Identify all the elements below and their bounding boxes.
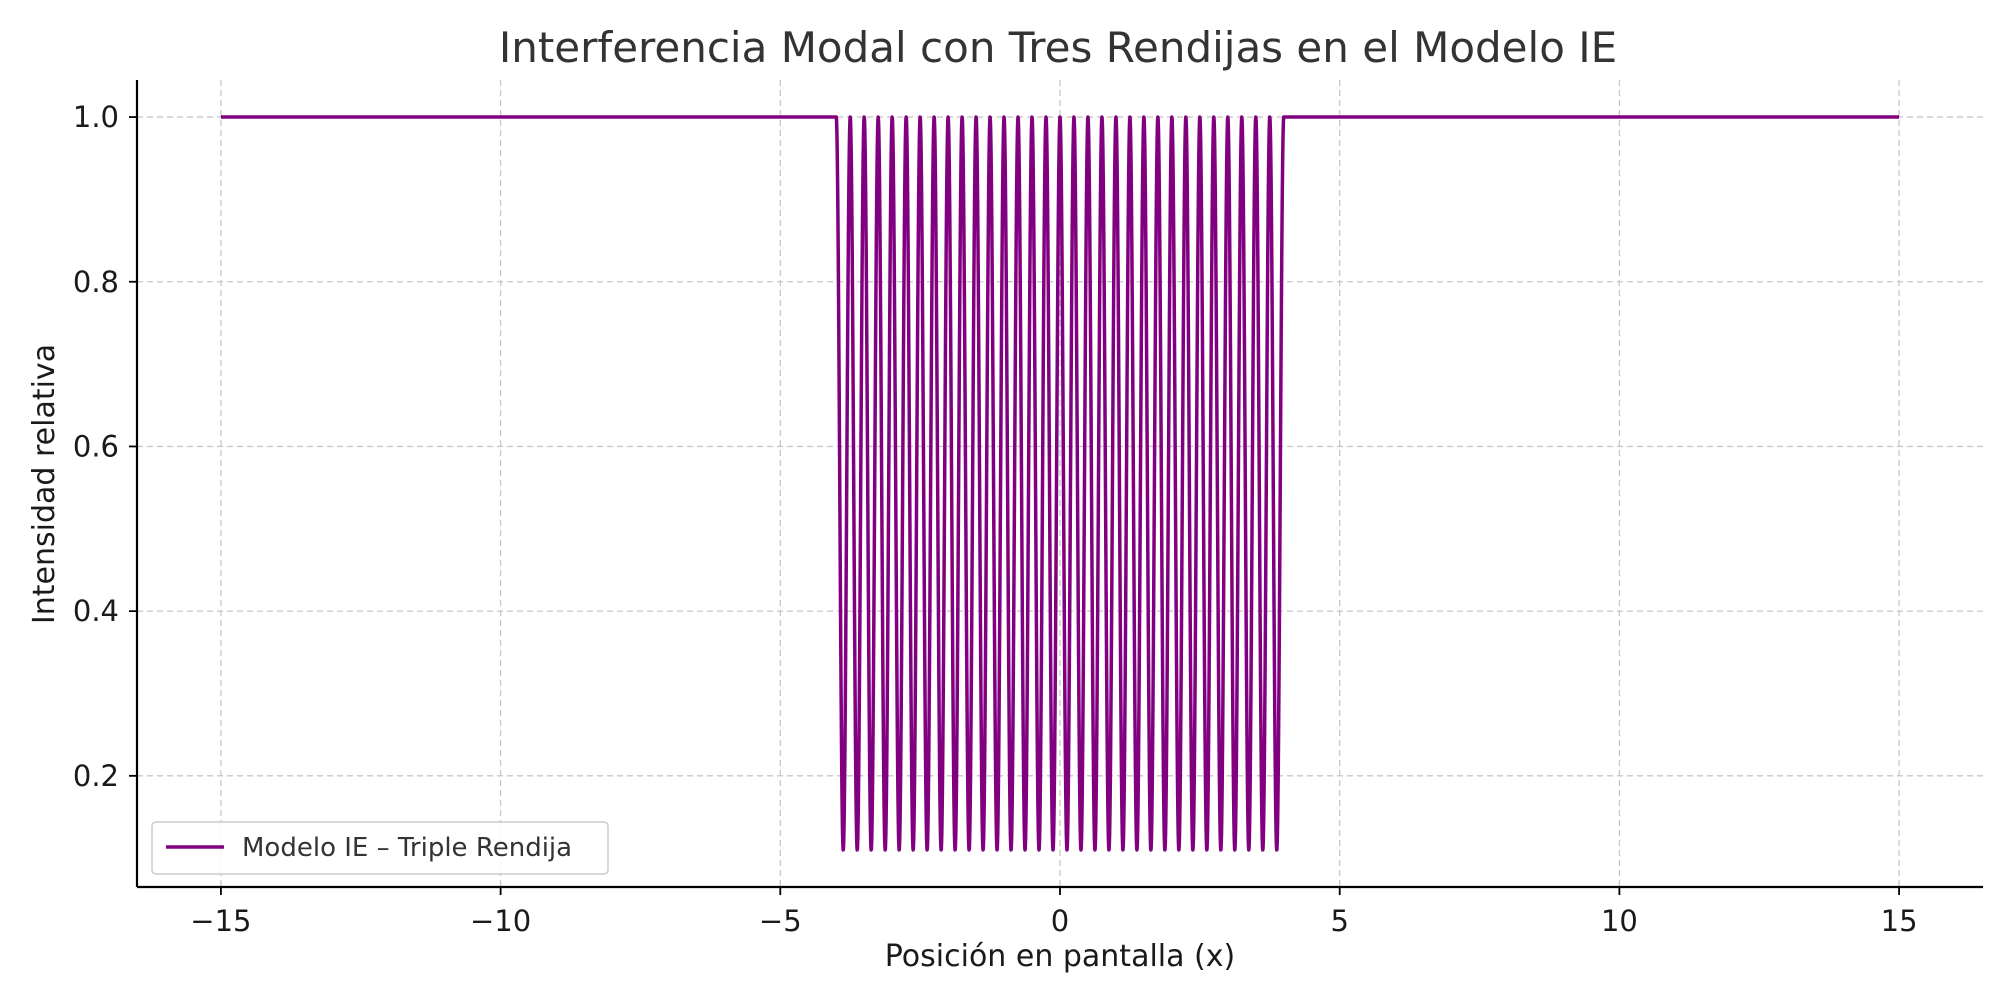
y-tick-label: 0.4 [73,594,119,628]
y-axis-label: Intensidad relativa [27,344,62,624]
x-tick-label: −15 [190,904,251,938]
x-tick-label: 15 [1881,904,1918,938]
legend-box [151,821,609,875]
x-tick-label: −10 [470,904,531,938]
legend-label: Modelo IE – Triple Rendija [242,833,572,863]
chart-title: Interferencia Modal con Tres Rendijas en… [499,23,1617,72]
tick-marks: −15 −10 −5 0 5 10 15 0.2 0.4 0.6 0.8 1.0 [73,100,1918,938]
y-tick-label: 0.8 [73,265,119,299]
series-line [219,115,1901,852]
x-tick-label: 5 [1330,904,1348,938]
y-tick-label: 0.2 [73,759,119,793]
series-layer [219,115,1901,852]
y-tick-label: 1.0 [73,100,119,134]
x-axis-label: Posición en pantalla (x) [885,939,1235,974]
x-tick-label: −5 [759,904,802,938]
y-tick-label: 0.6 [73,429,119,463]
x-tick-label: 0 [1051,904,1069,938]
legend: Modelo IE – Triple Rendija [151,821,609,875]
x-tick-label: 10 [1601,904,1638,938]
